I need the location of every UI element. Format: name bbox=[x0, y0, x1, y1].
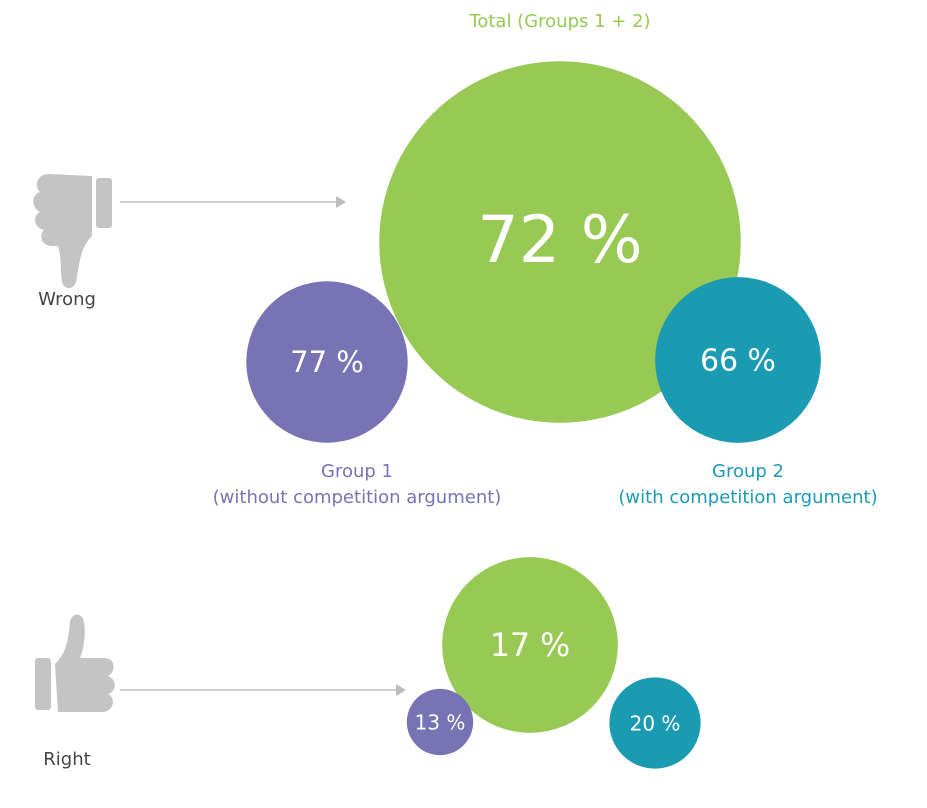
bubble bbox=[442, 557, 618, 733]
bubble bbox=[655, 277, 821, 443]
bubble bbox=[246, 281, 408, 443]
series-label: Group 2 bbox=[712, 461, 784, 482]
series-description: (with competition argument) bbox=[618, 487, 877, 508]
thumb-up-icon bbox=[35, 614, 115, 712]
row-label: Wrong bbox=[38, 289, 96, 310]
series-label: Group 1 bbox=[321, 461, 393, 482]
arrow-head bbox=[336, 196, 346, 208]
value-label: 77 % bbox=[290, 345, 364, 379]
series-description: (without competition argument) bbox=[213, 487, 502, 508]
value-label: 13 % bbox=[415, 711, 466, 735]
value-label: 72 % bbox=[477, 203, 642, 278]
value-label: 17 % bbox=[490, 628, 570, 664]
arrow-head bbox=[396, 684, 406, 696]
row-label: Right bbox=[43, 749, 90, 770]
bubble bbox=[379, 61, 741, 423]
value-label: 66 % bbox=[700, 344, 776, 379]
bubble bbox=[406, 688, 474, 756]
series-label: Total (Groups 1 + 2) bbox=[468, 11, 650, 32]
bubble bbox=[609, 677, 701, 769]
thumb-down-icon bbox=[33, 174, 112, 288]
value-label: 20 % bbox=[630, 712, 681, 736]
